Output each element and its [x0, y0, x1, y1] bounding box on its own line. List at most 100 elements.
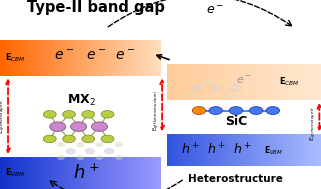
- Bar: [12, 40, 14, 76]
- Bar: [138, 40, 141, 76]
- Bar: [92, 40, 94, 76]
- Bar: [112, 40, 114, 76]
- Bar: [182, 64, 184, 100]
- Bar: [298, 64, 300, 100]
- Bar: [46, 40, 48, 76]
- Bar: [50, 40, 52, 76]
- Text: E$_{CBM}$: E$_{CBM}$: [5, 51, 26, 64]
- Bar: [240, 134, 242, 166]
- Bar: [182, 134, 184, 166]
- Bar: [120, 157, 122, 189]
- Bar: [180, 134, 182, 166]
- Bar: [240, 64, 242, 100]
- Bar: [198, 64, 200, 100]
- Bar: [60, 40, 62, 76]
- Bar: [96, 157, 98, 189]
- Bar: [62, 157, 64, 189]
- Bar: [100, 157, 102, 189]
- Bar: [130, 157, 133, 189]
- Bar: [157, 157, 159, 189]
- Bar: [232, 64, 234, 100]
- Text: E$_{g(monolayer)}$: E$_{g(monolayer)}$: [309, 106, 319, 141]
- Bar: [148, 157, 151, 189]
- Bar: [10, 40, 12, 76]
- Circle shape: [192, 85, 203, 91]
- Bar: [26, 157, 28, 189]
- Bar: [269, 134, 271, 166]
- Bar: [18, 40, 20, 76]
- Bar: [169, 134, 171, 166]
- Bar: [173, 64, 175, 100]
- Bar: [282, 134, 284, 166]
- Bar: [118, 157, 120, 189]
- Bar: [143, 40, 144, 76]
- Bar: [117, 40, 118, 76]
- Bar: [159, 157, 160, 189]
- Bar: [36, 40, 38, 76]
- Text: SiC: SiC: [225, 115, 247, 128]
- Bar: [192, 134, 194, 166]
- Bar: [90, 40, 92, 76]
- Circle shape: [96, 156, 103, 160]
- Bar: [309, 134, 311, 166]
- Bar: [134, 157, 136, 189]
- Bar: [64, 40, 66, 76]
- Bar: [313, 64, 315, 100]
- Bar: [261, 134, 263, 166]
- Bar: [213, 64, 215, 100]
- Bar: [36, 157, 38, 189]
- Bar: [236, 134, 238, 166]
- Bar: [72, 40, 74, 76]
- Bar: [56, 40, 58, 76]
- Bar: [58, 40, 60, 76]
- Bar: [282, 64, 284, 100]
- Bar: [250, 134, 252, 166]
- Bar: [207, 64, 209, 100]
- Bar: [144, 40, 146, 76]
- Circle shape: [43, 111, 56, 118]
- Bar: [265, 134, 267, 166]
- Bar: [117, 157, 118, 189]
- Bar: [110, 40, 112, 76]
- Circle shape: [211, 85, 222, 91]
- Bar: [317, 134, 319, 166]
- Text: E$_{g(Heterostructure)}$: E$_{g(Heterostructure)}$: [152, 90, 162, 131]
- Bar: [313, 134, 315, 166]
- Bar: [80, 40, 82, 76]
- Bar: [30, 157, 32, 189]
- Circle shape: [63, 135, 75, 143]
- Bar: [271, 64, 273, 100]
- Circle shape: [266, 107, 280, 115]
- Bar: [54, 157, 56, 189]
- Bar: [84, 40, 86, 76]
- Circle shape: [77, 143, 84, 147]
- Bar: [46, 157, 48, 189]
- Bar: [277, 64, 279, 100]
- Bar: [16, 40, 18, 76]
- Bar: [38, 157, 40, 189]
- Bar: [300, 134, 302, 166]
- Bar: [178, 64, 180, 100]
- Bar: [267, 64, 269, 100]
- Bar: [96, 40, 98, 76]
- Bar: [306, 64, 308, 100]
- Bar: [66, 40, 68, 76]
- Bar: [114, 157, 117, 189]
- Bar: [256, 134, 257, 166]
- Bar: [234, 64, 236, 100]
- Bar: [248, 64, 250, 100]
- Bar: [50, 157, 52, 189]
- Bar: [259, 134, 261, 166]
- Bar: [186, 134, 188, 166]
- Bar: [296, 64, 298, 100]
- Bar: [279, 64, 281, 100]
- Circle shape: [43, 135, 56, 143]
- Bar: [219, 134, 221, 166]
- Bar: [18, 157, 20, 189]
- Circle shape: [104, 148, 114, 154]
- Bar: [152, 40, 154, 76]
- Bar: [177, 134, 178, 166]
- Text: $h^+$: $h^+$: [74, 163, 100, 183]
- Bar: [34, 40, 36, 76]
- Bar: [184, 134, 186, 166]
